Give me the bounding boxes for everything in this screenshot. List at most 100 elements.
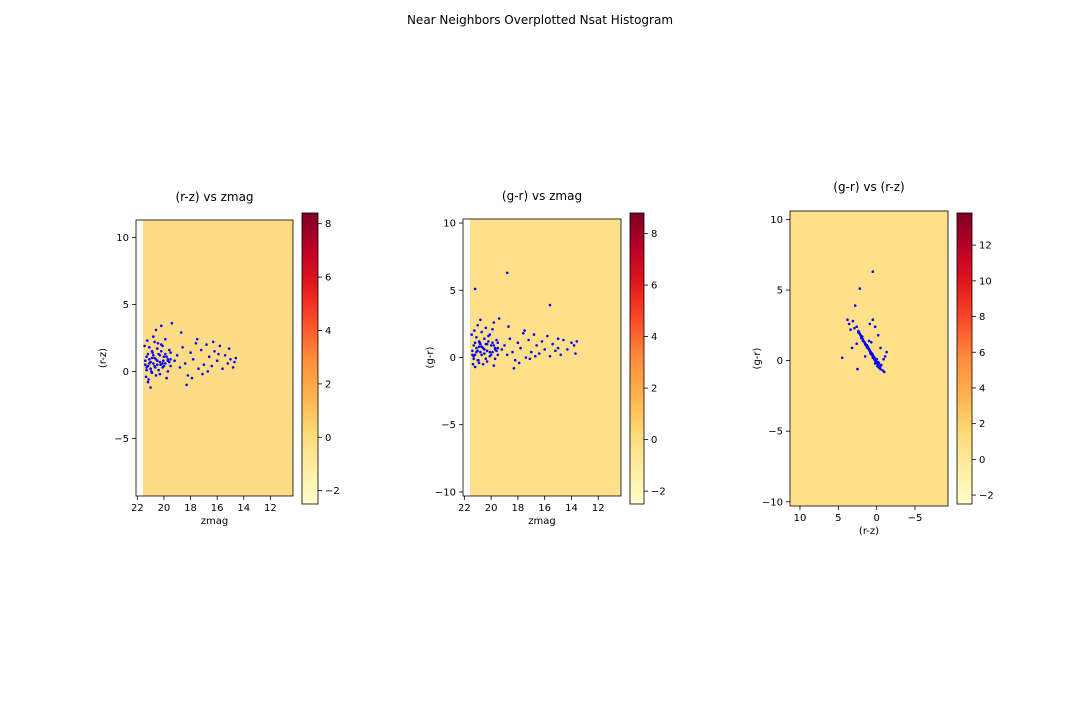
data-point xyxy=(477,361,481,365)
data-point xyxy=(150,370,153,373)
data-point xyxy=(202,363,206,367)
data-point xyxy=(190,376,194,380)
data-point xyxy=(154,366,157,369)
data-point xyxy=(543,348,546,351)
data-point xyxy=(166,370,170,373)
data-point xyxy=(191,358,195,361)
data-point xyxy=(507,325,510,328)
data-point xyxy=(485,349,489,353)
colorbar-tick-label: 12 xyxy=(979,241,992,252)
data-point xyxy=(876,333,880,337)
histogram-field xyxy=(470,219,621,496)
data-point xyxy=(872,356,875,360)
data-point xyxy=(513,358,517,362)
data-point xyxy=(146,352,150,356)
data-point xyxy=(485,360,489,363)
data-point xyxy=(472,344,476,347)
data-point xyxy=(519,346,522,350)
data-point xyxy=(164,337,167,341)
data-point xyxy=(484,357,488,361)
colorbar-frame xyxy=(956,212,973,505)
data-point xyxy=(159,363,162,367)
panel-title: (r-z) vs zmag xyxy=(175,190,253,204)
data-point xyxy=(868,349,872,353)
data-point xyxy=(157,368,160,372)
data-point xyxy=(488,350,492,354)
data-point xyxy=(847,322,851,326)
data-point xyxy=(850,346,854,350)
data-point xyxy=(871,318,875,322)
data-point xyxy=(865,343,868,347)
data-point xyxy=(473,365,477,369)
data-point xyxy=(491,341,494,345)
data-point xyxy=(496,353,500,357)
data-point xyxy=(472,354,476,358)
data-point xyxy=(166,359,170,363)
data-point xyxy=(186,374,190,377)
data-point xyxy=(156,363,159,367)
y-tick-label: 5 xyxy=(777,286,783,297)
data-point xyxy=(480,330,484,334)
data-point xyxy=(211,340,215,344)
data-point xyxy=(492,344,496,347)
data-point xyxy=(148,346,151,349)
data-point xyxy=(221,367,224,371)
x-tick-label: 5 xyxy=(835,513,841,524)
data-point xyxy=(878,366,881,370)
data-point xyxy=(476,323,480,327)
data-point xyxy=(508,337,512,341)
y-axis-label: (g-r) xyxy=(752,347,763,369)
x-axis-label: zmag xyxy=(528,516,555,527)
data-point xyxy=(194,342,198,345)
colorbar-tick-label: 2 xyxy=(979,419,985,430)
data-point xyxy=(152,362,155,365)
data-point xyxy=(867,339,871,343)
data-point xyxy=(849,328,852,331)
colorbar-tick-label: 8 xyxy=(651,229,657,240)
data-point xyxy=(853,326,856,330)
data-point xyxy=(856,367,859,371)
colorbar-tick-label: 8 xyxy=(979,312,985,323)
x-tick-label: 14 xyxy=(565,503,578,514)
data-point xyxy=(472,357,476,361)
data-point xyxy=(857,331,861,334)
data-point xyxy=(158,354,162,357)
data-point xyxy=(162,359,165,363)
x-tick-label: −5 xyxy=(908,513,923,524)
data-point xyxy=(574,352,577,355)
data-point xyxy=(165,355,168,359)
data-point xyxy=(860,335,864,338)
data-point xyxy=(512,367,516,370)
data-point xyxy=(201,372,204,376)
data-point xyxy=(156,342,160,345)
data-point xyxy=(181,346,184,349)
data-point xyxy=(158,372,162,376)
data-point xyxy=(492,364,496,367)
data-point xyxy=(233,360,236,364)
data-point xyxy=(169,358,172,361)
data-point xyxy=(150,356,154,360)
data-point xyxy=(855,325,858,329)
data-point xyxy=(161,362,164,365)
colorbar-tick-label: −2 xyxy=(325,486,340,497)
data-point xyxy=(199,348,203,352)
data-point xyxy=(470,333,474,336)
y-tick-label: 0 xyxy=(450,353,456,364)
colorbar-tick-label: −2 xyxy=(651,487,666,498)
data-point xyxy=(151,351,154,354)
y-tick-label: 0 xyxy=(777,356,783,367)
y-tick-label: −5 xyxy=(114,434,129,445)
colorbar-tick-label: 6 xyxy=(979,348,985,359)
data-point xyxy=(516,341,520,345)
data-point xyxy=(148,362,151,365)
colorbar-tick-label: 0 xyxy=(979,455,985,466)
data-point xyxy=(875,357,878,361)
data-point xyxy=(491,350,494,354)
data-point xyxy=(477,345,481,349)
colorbar-frame xyxy=(629,212,645,505)
colorbar-gradient xyxy=(302,213,318,504)
data-point xyxy=(475,336,478,339)
panel-title: (g-r) vs (r-z) xyxy=(833,180,904,194)
